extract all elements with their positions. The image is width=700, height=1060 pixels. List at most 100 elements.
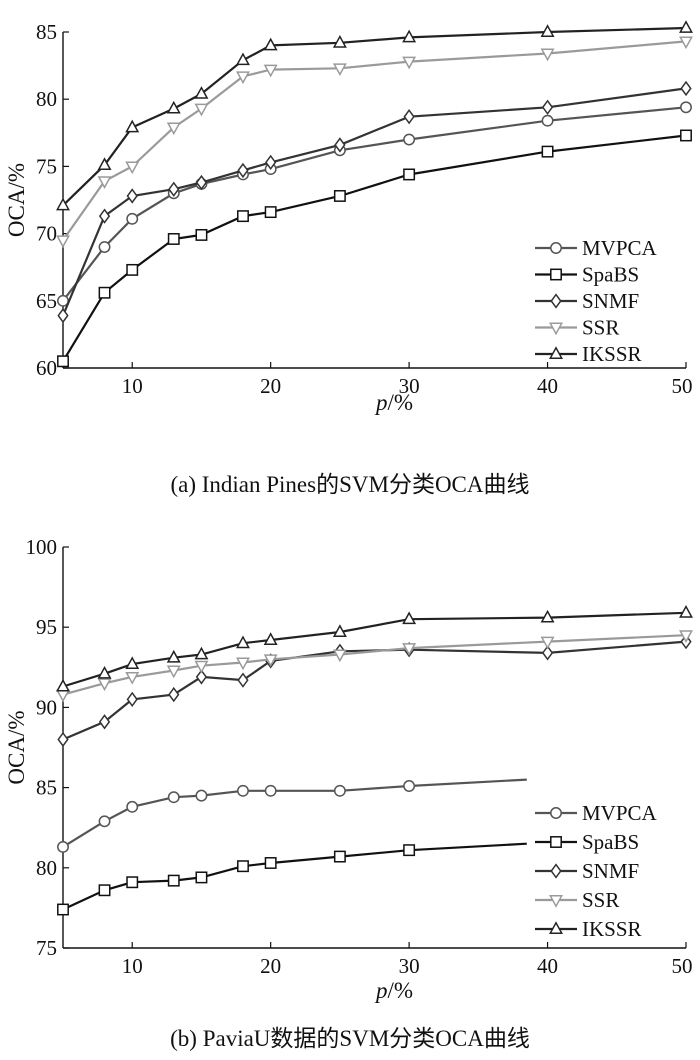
data-point-spabs [333,190,346,202]
x-axis-label-variable: p [374,390,388,415]
data-point-ikssr [125,119,140,133]
data-point-snmf [168,181,180,197]
data-point-spabs [126,876,139,889]
data-point-snmf [98,714,111,730]
data-point-spabs [57,903,69,916]
series-line-ssr [62,40,687,241]
series-mvpca [57,778,527,853]
y-tick-label: 80 [36,856,57,880]
data-point-ikssr [263,632,278,645]
data-point-ssr [125,161,140,175]
data-point-snmf [98,208,111,224]
series-spabs [57,842,527,916]
data-point-ikssr [540,609,555,623]
legend-marker [549,346,563,359]
data-point-ikssr [402,29,417,43]
legend-marker [550,293,562,309]
x-tick-label: 50 [672,954,693,978]
data-point-spabs [98,884,111,897]
legend-item-ssr: SSR [535,888,619,912]
data-point-ikssr [332,624,347,637]
data-point-spabs [195,871,208,884]
y-tick-label: 65 [36,289,57,313]
data-point-ssr [194,103,209,117]
data-point-spabs [333,850,346,863]
data-point-mvpca [98,241,111,253]
series-line-ssr [62,634,687,696]
data-point-ssr [97,678,112,692]
data-point-snmf [541,99,554,115]
y-tick-label: 85 [36,776,57,800]
data-point-ikssr [236,635,250,649]
x-axis-label-variable: p [374,978,388,1003]
legend-marker [550,863,562,879]
data-point-ikssr [56,197,70,211]
y-tick-label: 95 [36,615,57,639]
x-tick-label: 10 [122,374,143,398]
data-point-ikssr [97,665,112,679]
series-ssr [56,630,693,703]
data-point-ikssr [679,605,693,618]
legend-label: SSR [582,888,619,912]
data-point-snmf [237,162,249,179]
data-point-mvpca [403,133,416,146]
chart-caption: (b) PaviaU数据的SVM分类OCA曲线 [170,1026,530,1051]
data-point-ssr [679,630,693,643]
data-point-snmf [680,80,692,97]
legend-marker [550,807,562,819]
legend-item-ssr: SSR [535,316,619,340]
legend-label: MVPCA [582,236,658,260]
x-tick-label: 10 [122,954,143,978]
data-point-ssr [679,36,693,50]
data-point-snmf [195,174,208,191]
legend-item-spabs: SpaBS [535,263,639,287]
data-point-mvpca [541,114,554,127]
data-point-snmf [168,686,180,703]
data-point-ssr [402,56,417,70]
legend-item-spabs: SpaBS [535,830,639,854]
legend-label: SpaBS [582,263,639,287]
x-tick-label: 40 [537,374,558,398]
data-point-ikssr [97,157,112,171]
data-point-spabs [264,206,277,219]
y-axis-label: OCA/% [4,710,29,784]
data-point-spabs [403,844,416,857]
legend-item-snmf: SNMF [535,289,639,313]
data-point-snmf [126,188,138,204]
data-point-ssr [56,235,70,249]
series-ssr [56,36,693,249]
series-line-spabs [62,842,527,911]
chart-b: 75 80 85 90 95 100 10 20 30 40 50 OCA/% p/% (b) Pavia… [4,535,693,1051]
data-point-ikssr [125,656,140,670]
data-point-spabs [57,355,69,368]
data-point-ssr [540,636,555,650]
legend-label: SSR [582,316,619,340]
data-point-snmf [195,669,208,685]
x-tick-label: 20 [260,374,281,398]
data-point-mvpca [167,791,180,804]
data-point-spabs [541,145,554,158]
data-point-ssr [97,176,112,189]
data-point-ikssr [194,646,209,660]
data-point-spabs [237,210,249,223]
data-point-mvpca [264,784,277,797]
data-point-ikssr [166,649,181,663]
x-axis-label: p/% [374,978,413,1003]
legend-marker [549,921,563,934]
x-axis-label-unit: /% [387,978,413,1003]
legend-label: MVPCA [582,801,658,825]
data-point-spabs [195,228,208,241]
data-point-snmf [265,154,277,171]
data-point-ikssr [540,24,555,37]
legend-marker [550,242,562,254]
data-point-ikssr [332,34,347,48]
y-tick-label: 90 [36,695,57,719]
data-point-ikssr [194,86,209,99]
x-tick-label: 20 [260,954,281,978]
y-tick-label: 80 [36,87,57,111]
x-tick-label: 30 [399,954,420,978]
data-point-spabs [680,129,692,142]
x-axis-label-unit: /% [387,390,413,415]
data-point-ssr [332,649,347,663]
